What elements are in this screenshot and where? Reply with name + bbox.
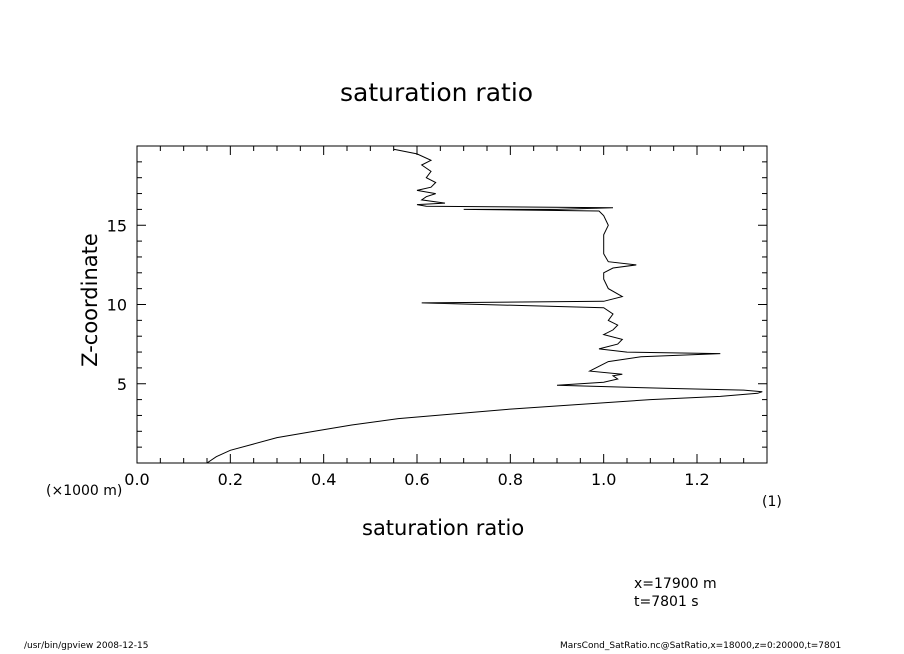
- x-tick-label: 0.2: [218, 470, 243, 489]
- time-annotation: t=7801 s: [634, 594, 699, 610]
- x-axis-label: saturation ratio: [362, 516, 525, 540]
- x-tick-label: 1.0: [591, 470, 616, 489]
- axis-tick-labels: 0.0 0.2 0.4 0.6 0.8 1.0 1.2 5 10 15: [107, 216, 710, 489]
- x-tick-label: 0.0: [124, 470, 149, 489]
- x-tick-label: 1.2: [684, 470, 709, 489]
- footer-source: MarsCond_SatRatio.nc@SatRatio,x=18000,z=…: [560, 641, 842, 651]
- x-position-annotation: x=17900 m: [634, 576, 717, 592]
- axis-ticks: [136, 145, 768, 464]
- y-unit-label: (×1000 m): [46, 483, 123, 499]
- x-tick-label: 0.4: [311, 470, 336, 489]
- x-tick-label: 0.8: [498, 470, 523, 489]
- y-tick-label: 15: [107, 216, 127, 235]
- y-tick-label: 5: [117, 375, 127, 394]
- y-tick-label: 10: [107, 296, 127, 315]
- plot-frame: [136, 145, 768, 464]
- x-scale-label: (1): [762, 494, 782, 510]
- chart-title: saturation ratio: [340, 78, 534, 107]
- series-line: [206, 148, 763, 464]
- y-axis-label: Z-coordinate: [78, 233, 102, 367]
- footer-program: /usr/bin/gpview 2008-12-15: [24, 641, 149, 651]
- x-tick-label: 0.6: [404, 470, 429, 489]
